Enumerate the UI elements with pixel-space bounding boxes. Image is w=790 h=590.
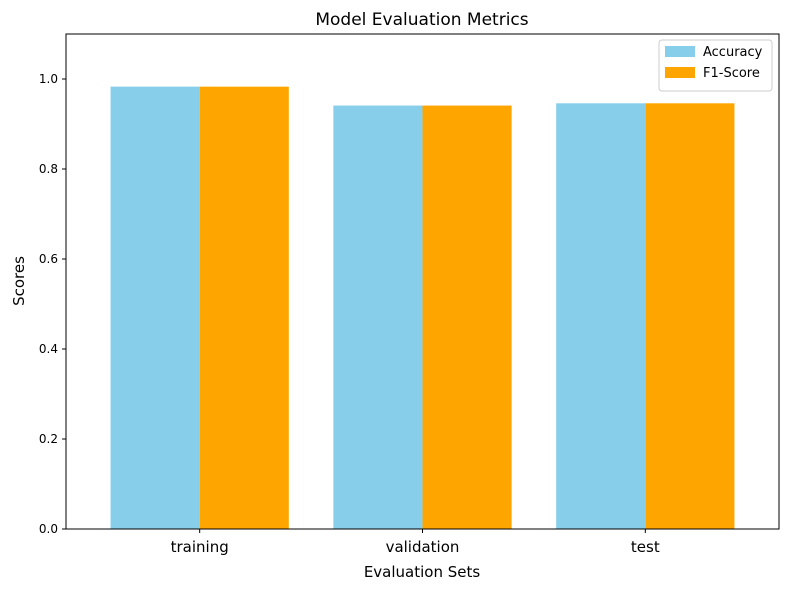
legend-swatch-f1-score	[665, 67, 695, 78]
bar-accuracy-validation	[333, 105, 423, 530]
plot-frame	[65, 33, 780, 530]
x-axis: training validation test	[171, 529, 660, 556]
bar-f1-score-training	[199, 86, 289, 530]
y-axis-label: Scores	[10, 256, 28, 306]
x-axis-label: Evaluation Sets	[364, 563, 481, 581]
y-tick-label: 0.8	[39, 162, 58, 176]
y-tick-label: 1.0	[39, 72, 58, 86]
bar-f1-score-validation	[422, 105, 512, 530]
y-tick-label: 0.0	[39, 522, 58, 536]
legend-label-accuracy: Accuracy	[703, 45, 763, 60]
x-tick-label-test: test	[631, 538, 660, 556]
x-tick-label-training: training	[171, 538, 229, 556]
y-tick-label: 0.4	[39, 342, 58, 356]
x-tick-label-validation: validation	[386, 538, 460, 556]
bar-f1-score-test	[645, 103, 735, 530]
y-tick-label: 0.2	[39, 432, 58, 446]
bars-layer	[110, 86, 735, 530]
legend: Accuracy F1-Score	[658, 39, 773, 92]
bar-accuracy-test	[556, 103, 646, 530]
y-tick-label: 0.6	[39, 252, 58, 266]
bar-accuracy-training	[110, 86, 200, 530]
legend-swatch-accuracy	[665, 46, 695, 57]
y-axis: 0.0 0.2 0.4 0.6 0.8 1.0	[39, 72, 66, 536]
legend-label-f1-score: F1-Score	[703, 66, 760, 81]
chart-title: Model Evaluation Metrics	[315, 10, 528, 30]
